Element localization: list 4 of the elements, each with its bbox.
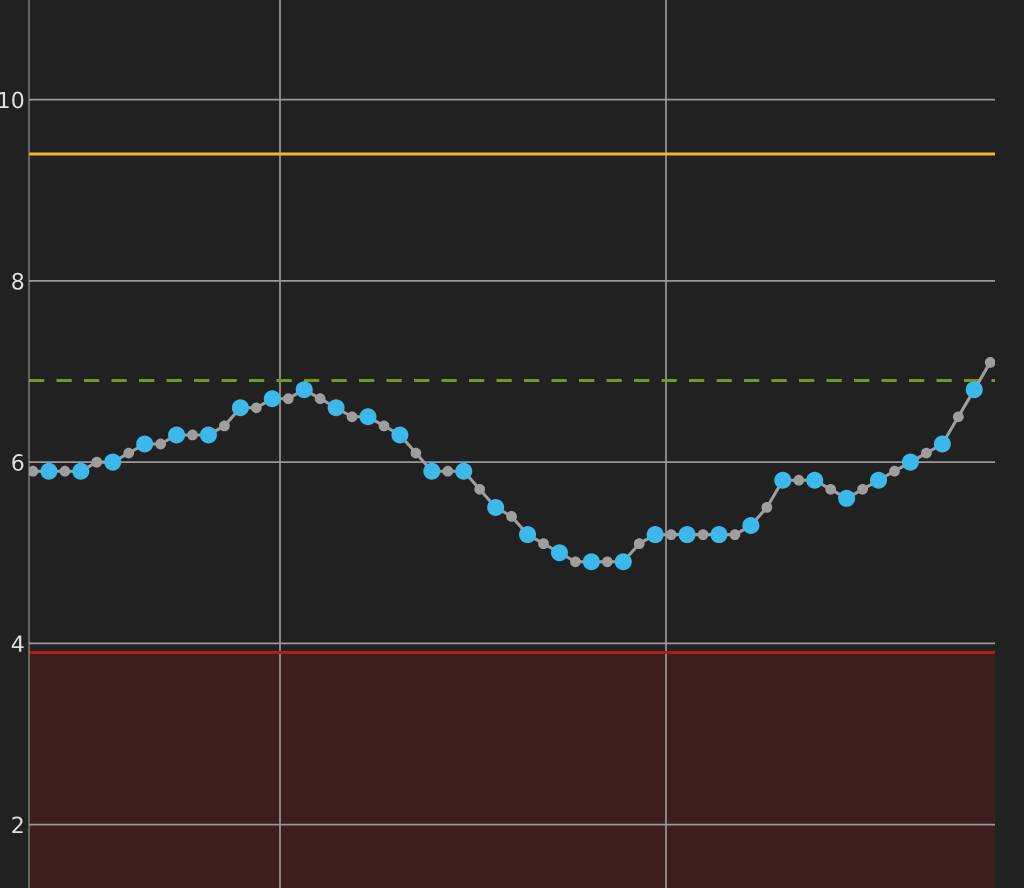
- y-tick-label: 4: [11, 635, 24, 652]
- y-tick-label: 2: [12, 816, 23, 834]
- y-tick-label: 6: [12, 454, 24, 471]
- y-tick-label: 8: [12, 272, 24, 290]
